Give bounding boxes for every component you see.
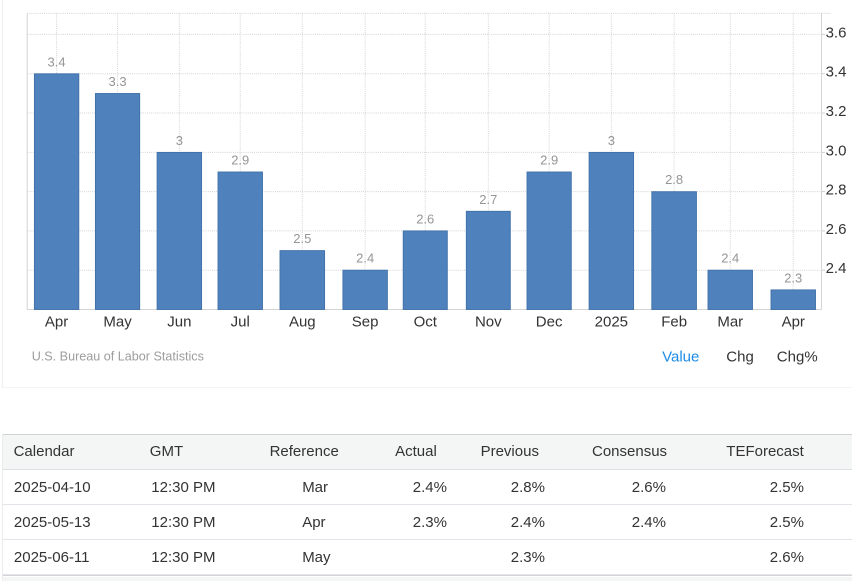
- svg-text:Apr: Apr: [45, 314, 68, 331]
- svg-text:2.6: 2.6: [416, 211, 434, 226]
- svg-text:Feb: Feb: [661, 314, 687, 331]
- svg-text:2.7: 2.7: [479, 192, 497, 207]
- svg-text:2.6: 2.6: [826, 221, 847, 238]
- svg-text:Value: Value: [662, 348, 699, 365]
- svg-text:3.4: 3.4: [826, 64, 847, 81]
- svg-text:Aug: Aug: [289, 314, 316, 331]
- svg-text:May: May: [103, 314, 132, 331]
- svg-text:2.5: 2.5: [293, 231, 311, 246]
- svg-text:3.6: 3.6: [826, 24, 847, 41]
- svg-text:2.8: 2.8: [665, 172, 683, 187]
- svg-text:Apr: Apr: [782, 314, 805, 331]
- svg-text:Nov: Nov: [475, 314, 502, 331]
- svg-text:3.2: 3.2: [826, 103, 847, 120]
- svg-text:2.8: 2.8: [826, 182, 847, 199]
- svg-text:Dec: Dec: [536, 314, 563, 331]
- svg-text:2.4: 2.4: [721, 251, 739, 266]
- svg-text:Chg%: Chg%: [777, 348, 818, 365]
- svg-text:3.3: 3.3: [109, 74, 127, 89]
- svg-text:2.4: 2.4: [356, 251, 374, 266]
- svg-text:Oct: Oct: [414, 314, 438, 331]
- svg-text:3: 3: [608, 133, 615, 148]
- svg-text:Chg: Chg: [726, 348, 754, 365]
- svg-text:Jul: Jul: [231, 314, 250, 331]
- svg-text:Mar: Mar: [717, 314, 743, 331]
- svg-text:2.9: 2.9: [231, 153, 249, 168]
- svg-text:3: 3: [176, 133, 183, 148]
- svg-text:2.4: 2.4: [826, 260, 847, 277]
- svg-text:3.4: 3.4: [48, 54, 66, 69]
- svg-text:Jun: Jun: [167, 314, 191, 331]
- svg-text:2025: 2025: [595, 314, 628, 331]
- svg-text:3.0: 3.0: [826, 142, 847, 159]
- svg-text:U.S. Bureau of Labor Statistic: U.S. Bureau of Labor Statistics: [32, 350, 204, 364]
- svg-text:2.9: 2.9: [540, 153, 558, 168]
- svg-text:2.3: 2.3: [784, 270, 802, 285]
- svg-text:Sep: Sep: [352, 314, 379, 331]
